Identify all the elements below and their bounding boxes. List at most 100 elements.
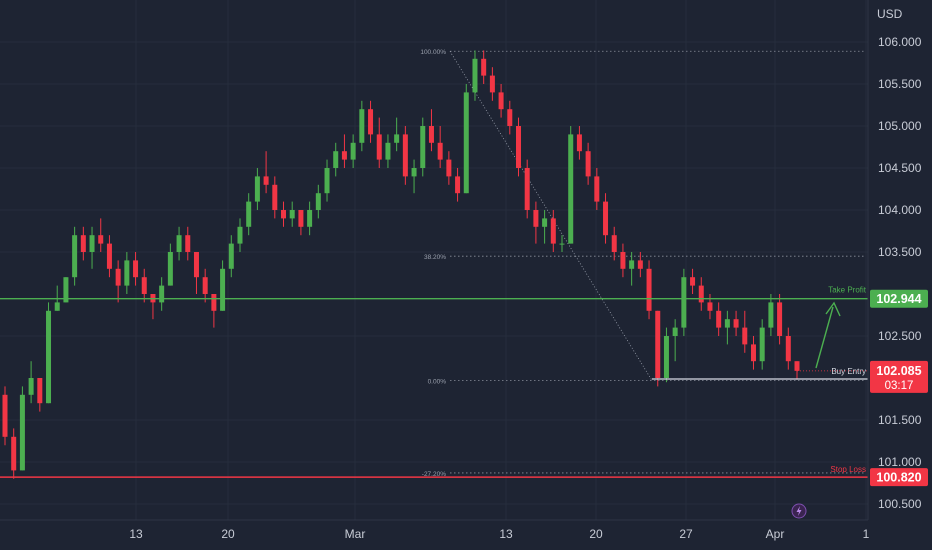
candle [698,277,704,311]
stop-loss-price: 100.820 [876,471,921,485]
currency-label: USD [877,7,903,21]
candle [307,201,313,236]
candle [785,327,791,370]
candle [794,361,800,380]
candle [559,235,565,252]
y-tick-label: 101.500 [878,413,922,427]
candle [106,235,112,278]
candle [498,84,504,118]
x-tick-label: 1 [863,527,870,541]
fib-label: 38.20% [424,254,446,261]
candle [472,50,478,101]
x-tick-label: 13 [129,527,143,541]
x-tick-label: Apr [766,527,785,541]
candles [2,50,800,479]
candle [524,159,530,219]
candle [611,226,617,261]
candle-countdown: 03:17 [885,380,914,392]
x-tick-label: 27 [679,527,693,541]
y-tick-label: 101.000 [878,455,922,469]
candle [133,252,139,286]
lightning-icon[interactable] [791,503,807,519]
current-price: 102.085 [876,364,921,378]
candle [341,134,347,168]
candle [402,126,408,185]
candle [298,210,304,236]
candle [394,117,400,152]
candle [533,201,539,244]
grid [0,0,868,520]
candle [690,268,696,294]
candle [585,142,591,185]
candle [603,193,609,244]
candle [37,378,43,412]
candle [481,50,487,84]
y-tick-label: 103.500 [878,245,922,259]
candle [655,310,661,387]
price-axis[interactable]: 106.000 105.500 105.000 104.500 104.000 103.5… [878,35,922,511]
candle [507,100,513,135]
candle [681,268,687,336]
candle [489,67,495,101]
x-tick-label: 13 [499,527,513,541]
candle [246,193,252,236]
y-tick-label: 106.000 [878,35,922,49]
candle [220,260,226,311]
current-price-tag[interactable] [870,360,928,393]
candle [724,310,730,345]
price-levels: Take Profit Buy Entry Stop Loss [0,286,868,478]
fib-label: 100.00% [420,49,446,56]
candle [159,277,165,311]
candle [411,159,417,194]
y-tick-label: 100.500 [878,497,922,511]
candle [2,386,8,446]
candle [211,294,217,328]
candle [568,126,574,244]
candle [289,201,295,227]
candle [124,252,130,294]
candle [254,168,260,210]
take-profit-price: 102.944 [876,292,921,306]
fib-trendline [449,51,653,381]
x-tick-label: 20 [221,527,235,541]
candle [733,310,739,336]
candle [420,117,426,177]
candle [28,361,34,404]
candle [455,168,461,202]
candle [777,294,783,345]
take-profit-label: Take Profit [828,286,867,295]
candle [167,243,173,286]
candle [237,218,243,252]
candle [228,235,234,278]
fib-label: 0.00% [428,379,447,386]
candle [768,294,774,336]
stop-loss-price-tag[interactable] [870,468,928,487]
candle [115,260,121,303]
candle [620,243,626,278]
candle [385,134,391,168]
candle [333,142,339,177]
candle [437,126,443,168]
x-tick-label: Mar [345,527,366,541]
candle [176,226,182,261]
candle [89,226,95,269]
candle [629,252,635,286]
candle [141,268,147,303]
y-tick-label: 105.500 [878,77,922,91]
candle [19,386,25,471]
candle [80,226,86,261]
candle [550,210,556,252]
y-tick-label: 104.000 [878,203,922,217]
candle [46,302,52,404]
candle [646,260,652,320]
candle [72,226,78,286]
time-axis[interactable]: 13 20 Mar 13 20 27 Apr 1 [129,527,869,541]
fib-label: -27.20% [422,471,446,478]
candle [637,252,643,278]
take-profit-price-tag[interactable] [870,289,928,308]
arrow-shaft [815,306,834,369]
candle [759,319,765,370]
candle [281,201,287,227]
candle [663,327,669,383]
